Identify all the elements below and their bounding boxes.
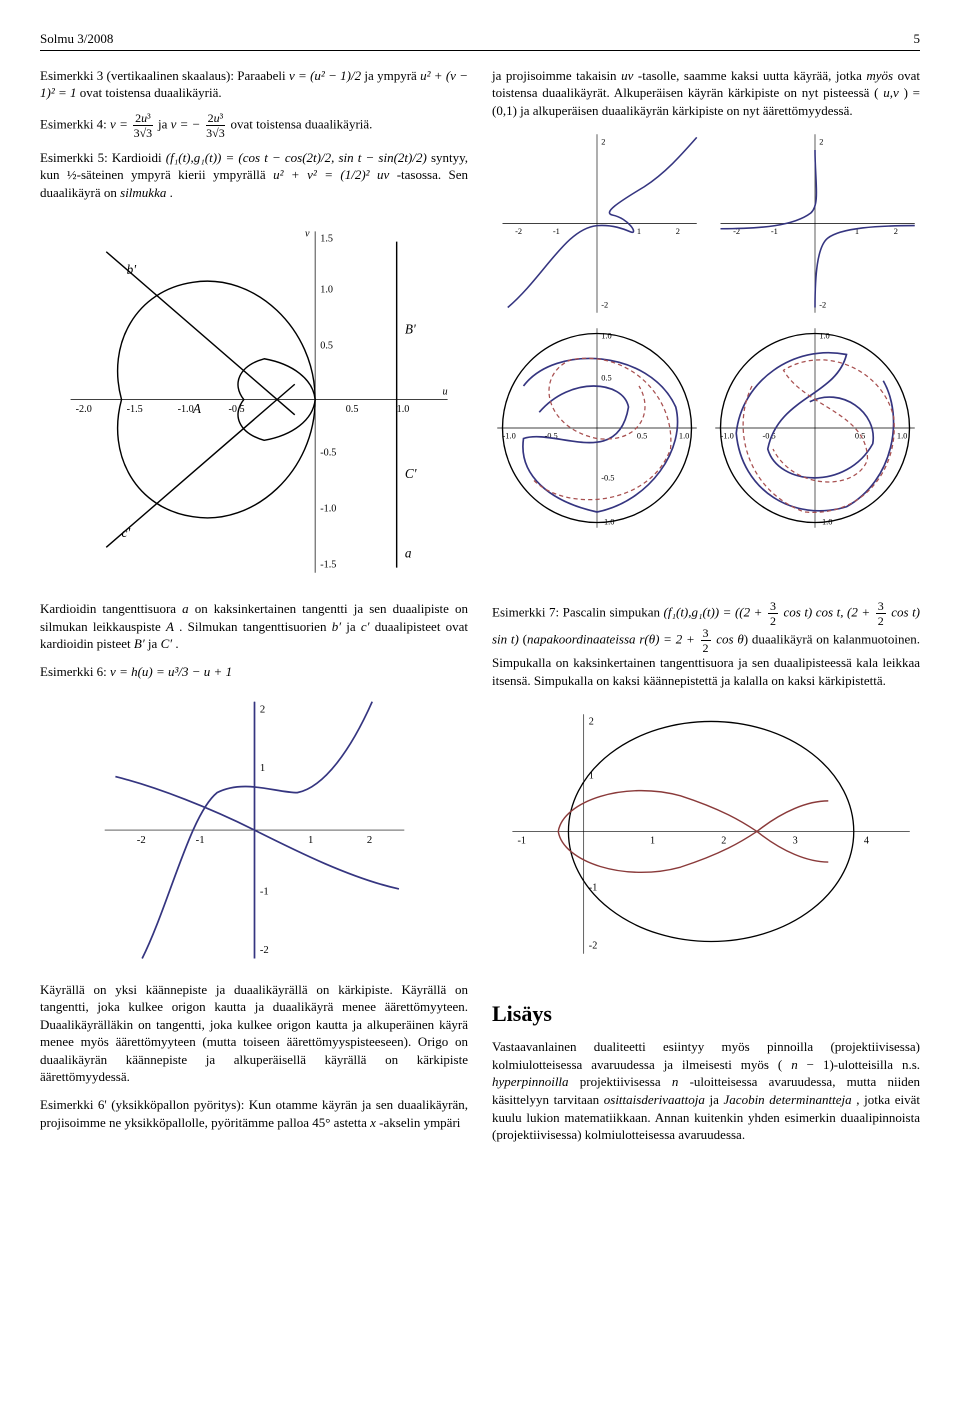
row-1: Esimerkki 3 (vertikaalinen skaalaus): Pa… [40, 67, 920, 601]
svg-text:2: 2 [676, 227, 680, 236]
cont-paragraph: ja projisoimme takaisin uv -tasolle, saa… [492, 67, 920, 120]
svg-text:C': C' [405, 466, 418, 481]
svg-text:-1: -1 [771, 227, 778, 236]
svg-text:-1.5: -1.5 [127, 404, 143, 415]
lisays-p: Vastaavanlainen dualiteetti esiintyy myö… [492, 1038, 920, 1143]
col-right-2: Esimerkki 7: Pascalin simpukan (f₁(t),g₁… [492, 600, 920, 980]
svg-text:-1.0: -1.0 [503, 431, 516, 440]
svg-text:B': B' [405, 322, 417, 337]
col-right-3: Lisäys Vastaavanlainen dualiteetti esiin… [492, 981, 920, 1154]
svg-text:-1: -1 [195, 833, 204, 845]
svg-text:1.5: 1.5 [320, 234, 333, 245]
svg-text:0.5: 0.5 [637, 431, 647, 440]
section-lisays: Lisäys [492, 999, 920, 1029]
svg-text:-2: -2 [515, 227, 522, 236]
svg-text:0.5: 0.5 [855, 431, 865, 440]
svg-text:2: 2 [721, 836, 726, 847]
svg-text:2: 2 [259, 703, 264, 715]
svg-text:u: u [443, 387, 448, 398]
esim4: Esimerkki 4: v = 2u³3√3 ja v = − 2u³3√3 … [40, 112, 468, 139]
svg-text:0.5: 0.5 [601, 373, 611, 382]
svg-text:-0.5: -0.5 [229, 404, 245, 415]
kayra-p: Käyrällä on yksi käännepiste ja duaalikä… [40, 981, 468, 1086]
svg-text:-2: -2 [601, 301, 608, 310]
svg-text:b': b' [127, 262, 138, 277]
svg-text:v: v [305, 229, 310, 240]
svg-text:2: 2 [589, 717, 594, 728]
svg-text:1: 1 [637, 227, 641, 236]
page-header: Solmu 3/2008 5 [40, 30, 920, 51]
svg-text:1.0: 1.0 [897, 431, 907, 440]
fig-twin-bottom: -1.0-0.5 0.51.0 1.00.5 -0.5-1.0 -1.0-0.5… [492, 323, 920, 538]
kardioid-tangent: Kardioidin tangenttisuora a on kaksinker… [40, 600, 468, 653]
svg-text:2: 2 [894, 227, 898, 236]
row-2: Kardioidin tangenttisuora a on kaksinker… [40, 600, 920, 980]
svg-text:-2: -2 [259, 944, 268, 956]
svg-text:3: 3 [793, 836, 798, 847]
svg-text:2: 2 [819, 138, 823, 147]
fig-twin-top: -2-1 12 2-2 -2-1 12 2-2 [492, 129, 920, 323]
esim5: Esimerkki 5: Kardioidi (f₁(t),g₁(t)) = (… [40, 149, 468, 202]
svg-text:c': c' [122, 525, 132, 540]
svg-text:-1: -1 [259, 885, 268, 897]
svg-text:1: 1 [650, 836, 655, 847]
svg-text:-1.0: -1.0 [320, 504, 336, 515]
row-3: Käyrällä on yksi käännepiste ja duaalikä… [40, 981, 920, 1154]
col-left-2: Kardioidin tangenttisuora a on kaksinker… [40, 600, 468, 980]
svg-text:1.0: 1.0 [679, 431, 689, 440]
col-right-1: ja projisoimme takaisin uv -tasolle, saa… [492, 67, 920, 601]
svg-text:-1.5: -1.5 [320, 560, 336, 571]
fig-cardioid: -2.0-1.5 -1.0-0.5 0.51.0 1.51.0 0.5-0.5 … [40, 211, 468, 588]
svg-text:1: 1 [307, 833, 312, 845]
svg-text:-1: -1 [553, 227, 560, 236]
svg-text:-1.0: -1.0 [721, 431, 734, 440]
fig-pascal: -11 234 21 -1-2 [492, 699, 920, 964]
svg-text:0.5: 0.5 [346, 404, 359, 415]
svg-text:2: 2 [366, 833, 371, 845]
page-number: 5 [914, 30, 921, 48]
svg-text:-0.5: -0.5 [320, 448, 336, 459]
svg-text:a: a [405, 546, 412, 561]
svg-text:-0.5: -0.5 [601, 473, 614, 482]
col-left-3: Käyrällä on yksi käännepiste ja duaalikä… [40, 981, 468, 1154]
svg-text:-2: -2 [819, 301, 826, 310]
svg-text:1.0: 1.0 [320, 285, 333, 296]
svg-text:-1: -1 [589, 883, 598, 894]
svg-text:-2: -2 [589, 941, 598, 952]
journal-name: Solmu 3/2008 [40, 30, 113, 48]
svg-text:-2.0: -2.0 [76, 404, 92, 415]
svg-text:2: 2 [601, 138, 605, 147]
esim6: Esimerkki 6: v = h(u) = u³/3 − u + 1 [40, 663, 468, 681]
svg-text:0.5: 0.5 [320, 341, 333, 352]
svg-text:4: 4 [864, 836, 869, 847]
esim6b: Esimerkki 6' (yksikköpallon pyöritys): K… [40, 1096, 468, 1131]
svg-text:1.0: 1.0 [397, 404, 410, 415]
esim3: Esimerkki 3 (vertikaalinen skaalaus): Pa… [40, 67, 468, 102]
svg-text:-1.0: -1.0 [178, 404, 194, 415]
fig-ex6: -2 -1 1 2 2 1 -1 -2 [40, 691, 468, 969]
col-left-1: Esimerkki 3 (vertikaalinen skaalaus): Pa… [40, 67, 468, 601]
svg-text:-2: -2 [136, 833, 145, 845]
svg-text:1: 1 [259, 762, 264, 774]
svg-text:A: A [192, 401, 202, 416]
esim7: Esimerkki 7: Pascalin simpukan (f₁(t),g₁… [492, 600, 920, 689]
svg-text:-1: -1 [517, 836, 526, 847]
